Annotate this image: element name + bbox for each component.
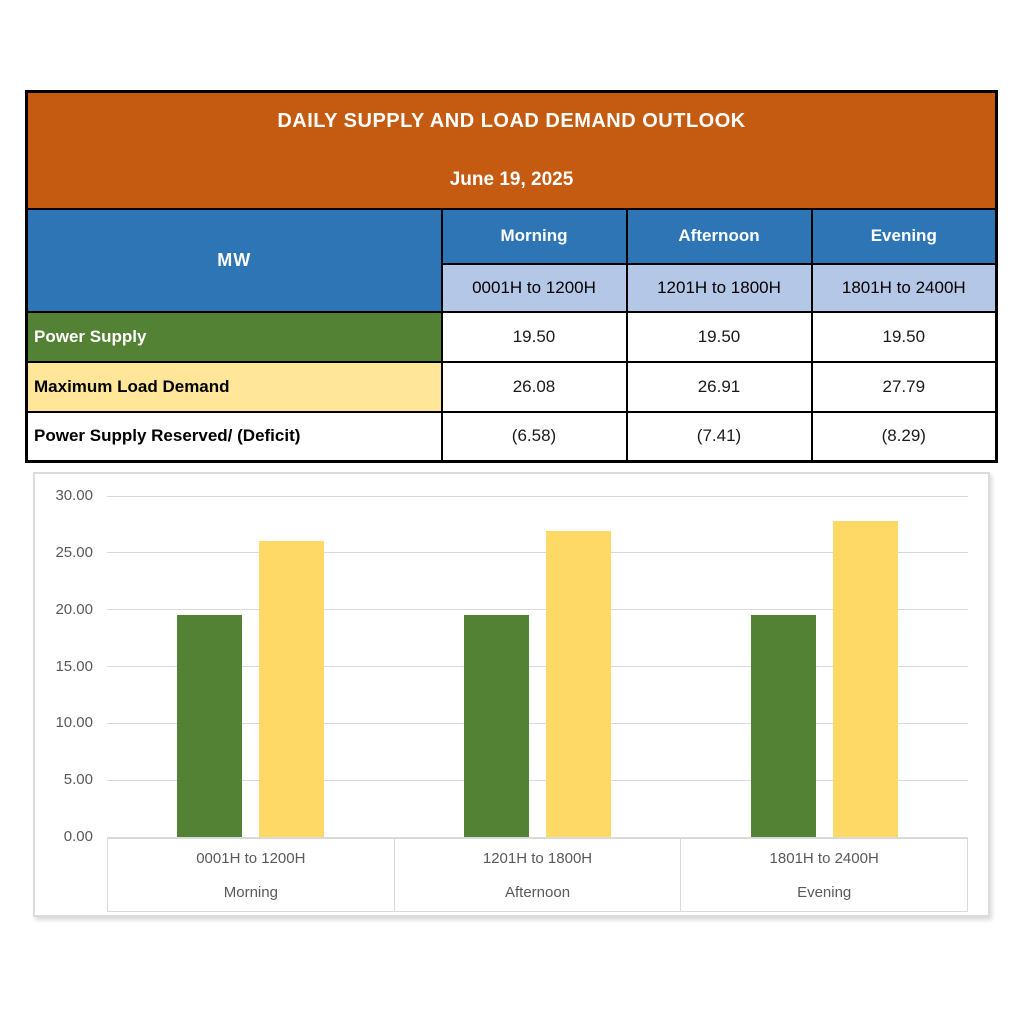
x-axis-period-label: Afternoon [504,884,571,901]
y-tick-label-25.00: 25.00 [55,543,93,561]
cell-power-supply-morning: 19.50 [440,310,628,363]
cell-max-load-demand-morning: 26.08 [440,360,628,413]
col-header-afternoon: Afternoon [625,207,813,265]
table-title-row: DAILY SUPPLY AND LOAD DEMAND OUTLOOK Jun… [25,90,998,210]
y-tick-label-5.00: 5.00 [63,771,93,789]
x-axis-category-afternoon: 1201H to 1800H Afternoon [395,839,682,911]
cell-reserve-deficit-evening: (8.29) [810,410,998,463]
subheader-evening-hours: 1801H to 2400H [810,262,998,313]
cell-power-supply-afternoon: 19.50 [625,310,813,363]
time-range-row: 0001H to 1200H 1201H to 1800H 1801H to 2… [27,262,998,313]
bar-power-supply-morning [177,615,242,837]
gridline-30.00 [107,495,968,497]
gridline-25.00 [107,552,968,554]
table-row-max-load-demand: Maximum Load Demand 26.08 26.91 27.79 [25,360,998,413]
bar-maximum-load-demand-evening [833,521,898,837]
x-axis-time-range-label: 0001H to 1200H [196,850,306,867]
x-axis-period-label: Evening [797,884,852,901]
report-title: DAILY SUPPLY AND LOAD DEMAND OUTLOOK [277,109,746,132]
unit-header-cell: MW [25,207,443,313]
row-label-power-supply: Power Supply [25,310,443,363]
x-axis-time-range-label: 1201H to 1800H [482,850,593,867]
y-tick-label-10.00: 10.00 [55,714,93,732]
cell-reserve-deficit-afternoon: (7.41) [625,410,813,463]
table-row-reserve-deficit: Power Supply Reserved/ (Deficit) (6.58) … [25,410,998,463]
bar-power-supply-afternoon [464,615,529,837]
y-tick-label-20.00: 20.00 [55,600,93,618]
gridline-20.00 [107,609,968,611]
bar-power-supply-evening [751,615,816,837]
supply-demand-table: DAILY SUPPLY AND LOAD DEMAND OUTLOOK Jun… [25,90,999,463]
x-axis-labels: 0001H to 1200H Morning 1201H to 1800H After… [107,838,968,912]
supply-demand-bar-chart: 0.00 5.00 10.00 15.00 20.00 25.00 30.00 0001H … [33,472,990,917]
bar-maximum-load-demand-morning [259,540,324,837]
gridline-5.00 [107,779,968,781]
col-header-evening: Evening [810,207,998,265]
cell-max-load-demand-evening: 27.79 [810,360,998,413]
row-label-reserve-deficit: Power Supply Reserved/ (Deficit) [25,410,443,463]
column-header-row: MW Morning Afternoon Evening [25,207,998,313]
y-tick-label-15.00: 15.00 [55,657,93,675]
x-axis-category-evening: 1801H to 2400H Evening [681,839,967,911]
plot-area: 0.00 5.00 10.00 15.00 20.00 25.00 30.00 [35,474,988,915]
table-row-power-supply: Power Supply 19.50 19.50 19.50 [25,310,998,363]
subheader-morning-hours: 0001H to 1200H [440,262,628,313]
x-axis-time-range-label: 1801H to 2400H [769,850,879,867]
y-tick-label-0.00: 0.00 [63,828,93,845]
cell-reserve-deficit-morning: (6.58) [440,410,628,463]
row-label-max-load-demand: Maximum Load Demand [25,360,443,413]
bar-maximum-load-demand-afternoon [546,531,611,837]
col-header-morning: Morning [440,207,628,265]
report-date: June 19, 2025 [449,168,574,190]
x-axis-category-morning: 0001H to 1200H Morning [108,839,395,911]
cell-power-supply-evening: 19.50 [810,310,998,363]
cell-max-load-demand-afternoon: 26.91 [625,360,813,413]
gridline-0.00 [107,836,968,838]
gridline-10.00 [107,722,968,724]
x-axis-period-label: Morning [223,884,278,901]
gridline-15.00 [107,666,968,667]
table-title-cell: DAILY SUPPLY AND LOAD DEMAND OUTLOOK Jun… [25,90,998,210]
y-tick-label-30.00: 30.00 [55,487,93,504]
subheader-afternoon-hours: 1201H to 1800H [625,262,813,313]
